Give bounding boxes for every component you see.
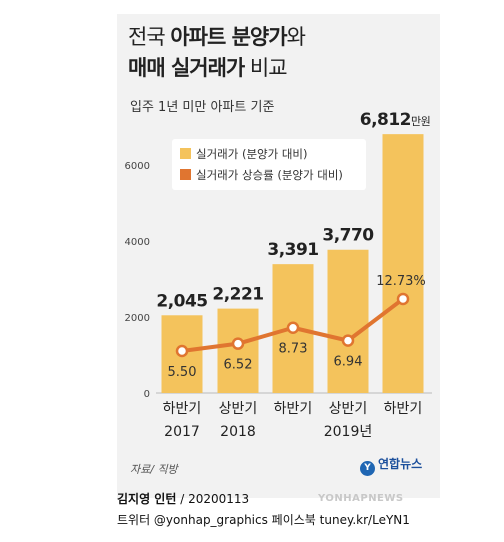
rate-value-label: 5.50 xyxy=(168,365,197,380)
rate-value-label: 6.52 xyxy=(224,358,253,373)
title-suffix-2: 비교 xyxy=(244,56,288,80)
x-tick-label: 하반기 xyxy=(163,401,202,417)
yonhap-logo: Y 연합뉴스 xyxy=(360,455,422,476)
legend-item-bar: 실거래가 (분양가 대비) xyxy=(180,146,308,162)
bar-value-label: 6,812만원 xyxy=(360,110,431,130)
rate-point xyxy=(286,321,300,334)
y-tick-label: 6000 xyxy=(125,161,150,172)
legend-label-bar: 실거래가 (분양가 대비) xyxy=(196,147,308,161)
x-tick-label: 하반기 xyxy=(274,401,313,417)
source-note: 자료/ 직방 xyxy=(130,463,178,476)
legend: 실거래가 (분양가 대비) 실거래가 상승률 (분양가 대비) xyxy=(172,139,366,190)
rate-value-label: 6.94 xyxy=(334,355,363,370)
credit: 김지영 인턴 / 20200113 xyxy=(117,490,249,507)
watermark: YONHAPNEWS xyxy=(318,493,404,504)
bar xyxy=(382,134,424,394)
yonhap-logo-icon: Y xyxy=(360,461,375,476)
title-emphasis-1: 아파트 분양가 xyxy=(170,25,287,49)
chart-title-line2: 매매 실거래가 비교 xyxy=(128,55,288,81)
legend-swatch-line xyxy=(180,169,191,180)
title-emphasis-2: 매매 실거래가 xyxy=(128,56,245,80)
x-tick-label: 상반기 xyxy=(329,401,368,417)
title-suffix: 와 xyxy=(286,25,306,49)
legend-item-line: 실거래가 상승률 (분양가 대비) xyxy=(180,167,343,183)
chart-title-line1: 전국 아파트 분양가와 xyxy=(128,24,306,50)
bar-value-label: 2,221 xyxy=(212,285,263,305)
x-tick-year-label: 2019년 xyxy=(324,424,373,440)
social-links: 트위터 @yonhap_graphics 페이스북 tuney.kr/LeYN1 xyxy=(117,513,410,527)
x-tick-label: 상반기 xyxy=(219,401,258,417)
rate-point xyxy=(231,337,245,350)
bar-value-label: 2,045 xyxy=(156,291,207,311)
y-tick-label: 2000 xyxy=(125,313,150,324)
legend-label-line: 실거래가 상승률 (분양가 대비) xyxy=(196,168,343,182)
rate-point xyxy=(396,292,410,306)
rate-point xyxy=(341,334,355,347)
x-tick-label: 하반기 xyxy=(384,401,423,417)
rate-value-label: 12.73% xyxy=(376,274,426,289)
bar-value-unit: 만원 xyxy=(411,115,430,128)
credit-date: / 20200113 xyxy=(176,492,250,506)
logo-text: 연합뉴스 xyxy=(378,457,423,471)
bar xyxy=(327,249,369,393)
chart-subtitle: 입주 1년 미만 아파트 기준 xyxy=(130,100,275,115)
title-prefix: 전국 xyxy=(128,25,171,49)
legend-swatch-bar xyxy=(180,148,191,159)
rate-point xyxy=(175,344,189,358)
rate-value-label: 8.73 xyxy=(279,342,308,357)
x-tick-year-label: 2018 xyxy=(220,424,256,440)
bar xyxy=(217,308,259,393)
y-tick-label: 4000 xyxy=(125,237,150,248)
credit-name: 김지영 인턴 xyxy=(117,492,177,506)
bar-value-label: 3,391 xyxy=(267,240,318,260)
bar-value-label: 3,770 xyxy=(322,226,374,246)
y-tick-label: 0 xyxy=(144,389,150,400)
x-tick-year-label: 2017 xyxy=(164,424,200,440)
